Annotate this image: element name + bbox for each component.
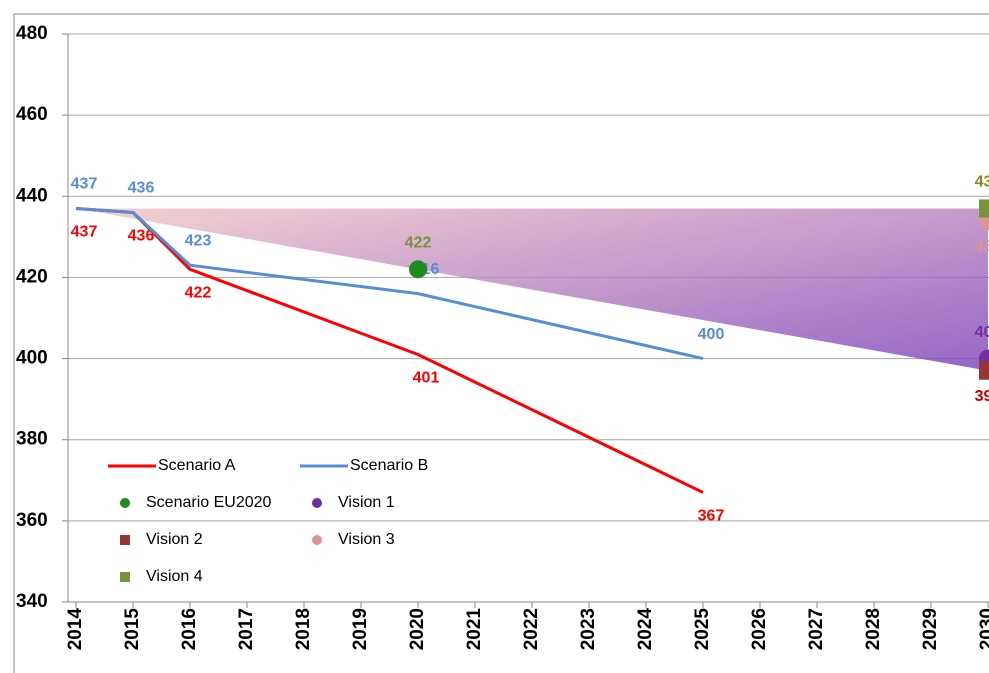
data-point xyxy=(979,361,989,380)
legend-swatch xyxy=(120,572,130,582)
legend-swatch xyxy=(312,498,322,508)
data-label: 422 xyxy=(185,285,212,302)
x-tick-label: 2017 xyxy=(236,608,257,650)
data-label: 434 xyxy=(975,238,989,255)
y-tick-label: 360 xyxy=(16,510,48,531)
x-tick-label: 2022 xyxy=(521,608,542,650)
x-tick-label: 2014 xyxy=(65,608,86,651)
x-tick-label: 2025 xyxy=(692,608,713,651)
data-point xyxy=(979,199,989,218)
y-tick-label: 480 xyxy=(16,23,48,44)
legend-label: Vision 1 xyxy=(338,494,395,511)
data-label: 437 xyxy=(71,224,98,241)
data-label: 436 xyxy=(128,228,155,245)
x-tick-label: 2016 xyxy=(179,608,200,650)
legend-swatch xyxy=(312,535,322,545)
x-tick-label: 2018 xyxy=(293,608,314,650)
legend-swatch xyxy=(120,535,130,545)
data-label: 422 xyxy=(405,235,432,252)
legend-label: Vision 4 xyxy=(146,568,203,585)
data-label: 437 xyxy=(71,176,98,193)
x-tick-label: 2029 xyxy=(920,608,941,650)
data-label: 423 xyxy=(185,232,212,249)
data-label: 400 xyxy=(975,324,989,341)
x-tick-label: 2026 xyxy=(749,608,770,650)
data-label: 397 xyxy=(975,388,989,405)
legend-label: Vision 3 xyxy=(338,531,395,548)
y-tick-label: 400 xyxy=(16,348,48,369)
legend-swatch xyxy=(120,498,130,508)
legend-label: Scenario EU2020 xyxy=(146,494,272,511)
y-tick-label: 420 xyxy=(16,266,48,287)
y-tick-label: 440 xyxy=(16,185,48,206)
data-point xyxy=(409,260,427,279)
legend-label: Vision 2 xyxy=(146,531,203,548)
x-tick-label: 2023 xyxy=(578,608,599,650)
vision-band xyxy=(76,208,988,371)
data-label: 401 xyxy=(413,370,440,387)
x-tick-label: 2028 xyxy=(863,608,884,650)
data-label: 437 xyxy=(975,174,989,191)
legend-label: Scenario B xyxy=(350,457,428,474)
legend-label: Scenario A xyxy=(158,457,236,474)
x-tick-label: 2019 xyxy=(350,608,371,650)
data-label: 436 xyxy=(128,180,155,197)
data-label: 400 xyxy=(698,326,725,343)
x-tick-label: 2020 xyxy=(407,608,428,650)
x-tick-label: 2024 xyxy=(635,608,656,651)
x-tick-label: 2015 xyxy=(122,608,143,651)
x-tick-label: 2021 xyxy=(464,608,485,651)
x-tick-label: 2030 xyxy=(977,608,989,650)
data-label: 367 xyxy=(698,508,725,525)
y-tick-label: 340 xyxy=(16,591,48,612)
series-line xyxy=(75,206,704,361)
y-tick-label: 460 xyxy=(16,104,48,125)
y-tick-label: 380 xyxy=(16,429,48,450)
x-tick-label: 2027 xyxy=(806,608,827,650)
chart-frame xyxy=(13,13,989,673)
